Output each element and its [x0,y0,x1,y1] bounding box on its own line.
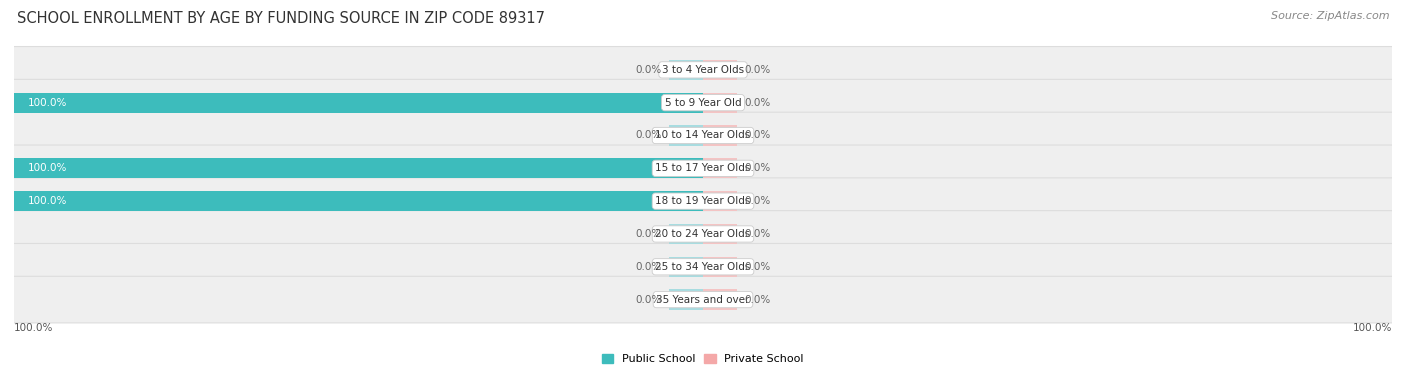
Text: 15 to 17 Year Olds: 15 to 17 Year Olds [655,163,751,173]
Bar [14,158,703,178]
Bar [703,125,738,146]
Bar [14,92,703,113]
Text: 100.0%: 100.0% [28,196,67,206]
Bar [669,290,703,310]
FancyBboxPatch shape [13,112,1393,159]
Text: 5 to 9 Year Old: 5 to 9 Year Old [665,98,741,108]
Text: 0.0%: 0.0% [636,130,662,141]
Text: 0.0%: 0.0% [636,294,662,305]
Bar [703,224,738,244]
FancyBboxPatch shape [13,145,1393,192]
Text: 0.0%: 0.0% [744,163,770,173]
Bar [703,158,738,178]
Text: 3 to 4 Year Olds: 3 to 4 Year Olds [662,65,744,75]
Text: 25 to 34 Year Olds: 25 to 34 Year Olds [655,262,751,272]
FancyBboxPatch shape [13,244,1393,290]
Text: 100.0%: 100.0% [1353,323,1392,333]
Bar [669,60,703,80]
Bar [703,257,738,277]
Text: SCHOOL ENROLLMENT BY AGE BY FUNDING SOURCE IN ZIP CODE 89317: SCHOOL ENROLLMENT BY AGE BY FUNDING SOUR… [17,11,546,26]
Bar [703,60,738,80]
Bar [703,191,738,211]
FancyBboxPatch shape [13,80,1393,126]
Bar [14,191,703,211]
Text: 0.0%: 0.0% [744,294,770,305]
Bar [703,290,738,310]
Text: 100.0%: 100.0% [28,98,67,108]
Text: 35 Years and over: 35 Years and over [657,294,749,305]
Text: 0.0%: 0.0% [636,229,662,239]
Text: 0.0%: 0.0% [744,98,770,108]
FancyBboxPatch shape [13,276,1393,323]
Text: 100.0%: 100.0% [28,163,67,173]
FancyBboxPatch shape [13,178,1393,224]
Bar [669,125,703,146]
Text: 0.0%: 0.0% [744,130,770,141]
Bar [669,224,703,244]
Legend: Public School, Private School: Public School, Private School [598,350,808,369]
Text: 18 to 19 Year Olds: 18 to 19 Year Olds [655,196,751,206]
Bar [703,92,738,113]
Bar [669,257,703,277]
Text: 10 to 14 Year Olds: 10 to 14 Year Olds [655,130,751,141]
Text: 0.0%: 0.0% [744,262,770,272]
Text: 0.0%: 0.0% [636,65,662,75]
FancyBboxPatch shape [13,46,1393,93]
FancyBboxPatch shape [13,211,1393,257]
Text: 100.0%: 100.0% [14,323,53,333]
Text: 20 to 24 Year Olds: 20 to 24 Year Olds [655,229,751,239]
Text: 0.0%: 0.0% [744,229,770,239]
Text: Source: ZipAtlas.com: Source: ZipAtlas.com [1271,11,1389,21]
Text: 0.0%: 0.0% [744,196,770,206]
Text: 0.0%: 0.0% [636,262,662,272]
Text: 0.0%: 0.0% [744,65,770,75]
